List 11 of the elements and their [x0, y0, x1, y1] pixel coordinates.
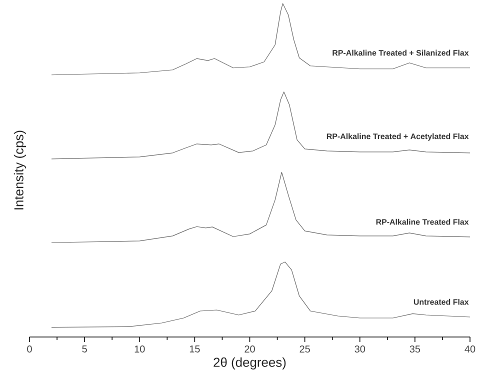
x-tick-label: 0 — [27, 346, 32, 353]
x-tick-label: 35 — [410, 346, 420, 353]
x-tick-label: 10 — [134, 346, 145, 353]
x-tick-label: 5 — [82, 346, 87, 352]
x-tick-label: 20 — [244, 346, 255, 353]
y-axis-title: Intensity (cps) — [14, 130, 26, 210]
x-tick-label: 30 — [354, 346, 366, 353]
x-tick-label: 15 — [190, 346, 200, 352]
x-tick-label: 25 — [300, 346, 310, 353]
x-tick-label: 40 — [464, 346, 476, 353]
x-axis-title: 2θ (degrees) — [214, 357, 286, 370]
